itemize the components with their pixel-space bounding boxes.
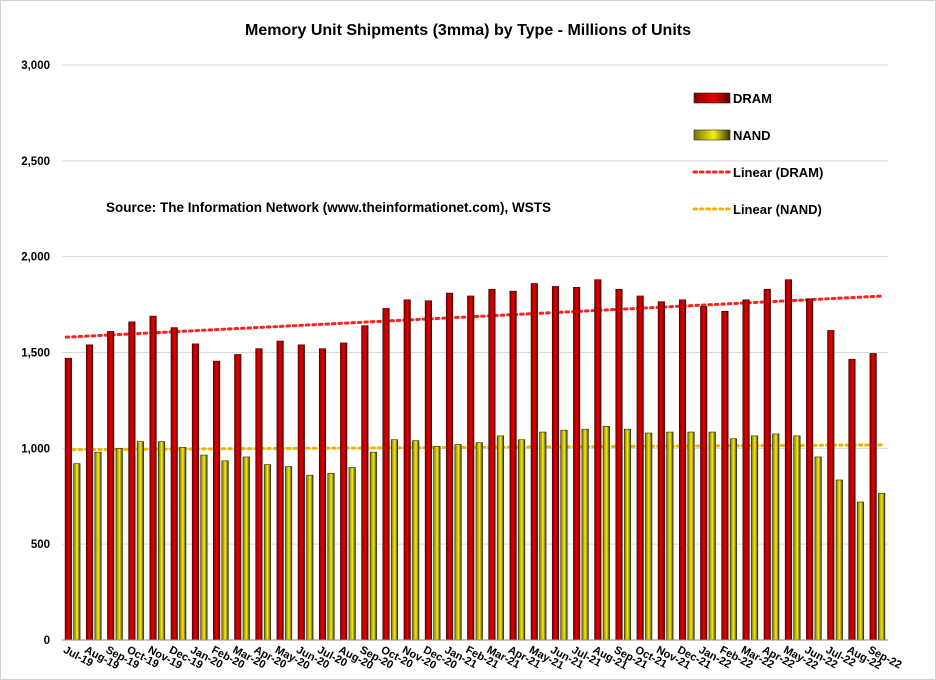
dram-bar [678, 299, 687, 641]
dram-trendline [64, 294, 886, 339]
dram-bar [657, 301, 665, 641]
trendlines [64, 294, 886, 452]
dram-bar [361, 325, 369, 641]
dram-bar [615, 288, 623, 641]
nand-bar [666, 431, 674, 641]
dram-bar [869, 353, 877, 641]
nand-bar [369, 451, 377, 641]
nand-bar [878, 493, 886, 641]
dram-bar [340, 342, 348, 641]
y-tick-label: 0 [44, 635, 50, 647]
legend-label-linear-nand: Linear (NAND) [733, 202, 822, 217]
nand-bar [221, 460, 229, 641]
dram-bar [318, 348, 327, 641]
dram-bar [297, 344, 305, 641]
nand-bar [729, 438, 737, 641]
dram-bar [827, 330, 835, 641]
nand-bar [814, 456, 822, 641]
dram-bar [700, 306, 708, 641]
y-tick-label: 3,000 [21, 60, 50, 72]
nand-bar [687, 431, 695, 641]
dram-bar [85, 344, 94, 641]
y-tick-label: 1,000 [21, 443, 50, 455]
chart-title: Memory Unit Shipments (3mma) by Type - M… [245, 22, 691, 39]
nand-bar [856, 501, 865, 641]
dram-bar [107, 331, 115, 641]
legend: DRAM NAND Linear (DRAM) Linear (NAND) [692, 91, 823, 217]
dram-bar [128, 321, 136, 641]
dram-bar [530, 283, 538, 641]
dram-bar [255, 348, 263, 641]
dram-bar [784, 279, 792, 641]
dram-bar [763, 288, 771, 641]
nand-bar [200, 454, 208, 641]
nand-trendline [64, 443, 886, 452]
dram-bar [573, 287, 581, 641]
dram-bar [191, 343, 199, 641]
dram-bar [149, 315, 157, 641]
nand-bar [560, 429, 568, 641]
nand-bar [602, 425, 610, 641]
nand-bar [179, 447, 187, 641]
nand-bar [136, 441, 144, 641]
dram-bar [467, 295, 475, 641]
nand-bar [115, 448, 123, 641]
dram-bar [276, 340, 284, 641]
nand-bar [158, 441, 166, 641]
nand-bar [708, 431, 716, 641]
nand-bar [751, 435, 759, 641]
y-tick-label: 2,500 [21, 156, 50, 168]
nand-bar [94, 451, 102, 641]
nand-bar [772, 433, 780, 641]
legend-swatch-dram [693, 92, 731, 104]
legend-label-nand: NAND [733, 128, 771, 143]
dram-bar [636, 295, 644, 641]
dram-bar [488, 288, 496, 641]
nand-bar [348, 467, 356, 641]
dram-bar [446, 292, 454, 641]
dram-bar [594, 279, 602, 641]
dram-bar [403, 299, 411, 641]
y-tick-label: 500 [31, 539, 50, 551]
nand-bar [518, 439, 526, 641]
nand-bar [623, 428, 632, 641]
dram-bar [848, 358, 856, 641]
nand-bar [793, 435, 801, 641]
legend-swatch-nand [693, 129, 731, 141]
dram-bar [721, 310, 729, 641]
nand-bar [539, 431, 547, 641]
nand-bar [73, 463, 81, 641]
nand-bar [496, 435, 504, 641]
dram-bar [424, 300, 432, 641]
dram-bar [234, 354, 242, 641]
y-tick-label: 1,500 [21, 348, 50, 360]
nand-bar [645, 432, 653, 641]
nand-bar [412, 440, 420, 641]
nand-bar [285, 466, 293, 641]
dram-bar [509, 290, 517, 641]
dram-bar [213, 360, 221, 641]
source-annotation: Source: The Information Network (www.the… [106, 200, 552, 215]
dram-bar [742, 299, 750, 641]
dram-bar [551, 286, 560, 641]
nand-bar [306, 474, 314, 641]
bars [64, 279, 886, 641]
nand-bar [327, 472, 335, 641]
nand-bar [433, 446, 441, 641]
y-tick-label: 2,000 [21, 252, 50, 264]
legend-label-linear-dram: Linear (DRAM) [733, 165, 823, 180]
dram-bar [170, 327, 178, 641]
dram-bar [382, 308, 390, 641]
dram-bar [806, 298, 814, 641]
dram-bar [64, 357, 72, 641]
nand-bar [454, 444, 462, 641]
legend-label-dram: DRAM [733, 91, 772, 106]
nand-bar [581, 428, 589, 641]
nand-bar [390, 439, 399, 641]
nand-bar [263, 464, 272, 641]
nand-bar [475, 442, 483, 641]
nand-bar [835, 479, 843, 641]
nand-bar [242, 456, 250, 641]
